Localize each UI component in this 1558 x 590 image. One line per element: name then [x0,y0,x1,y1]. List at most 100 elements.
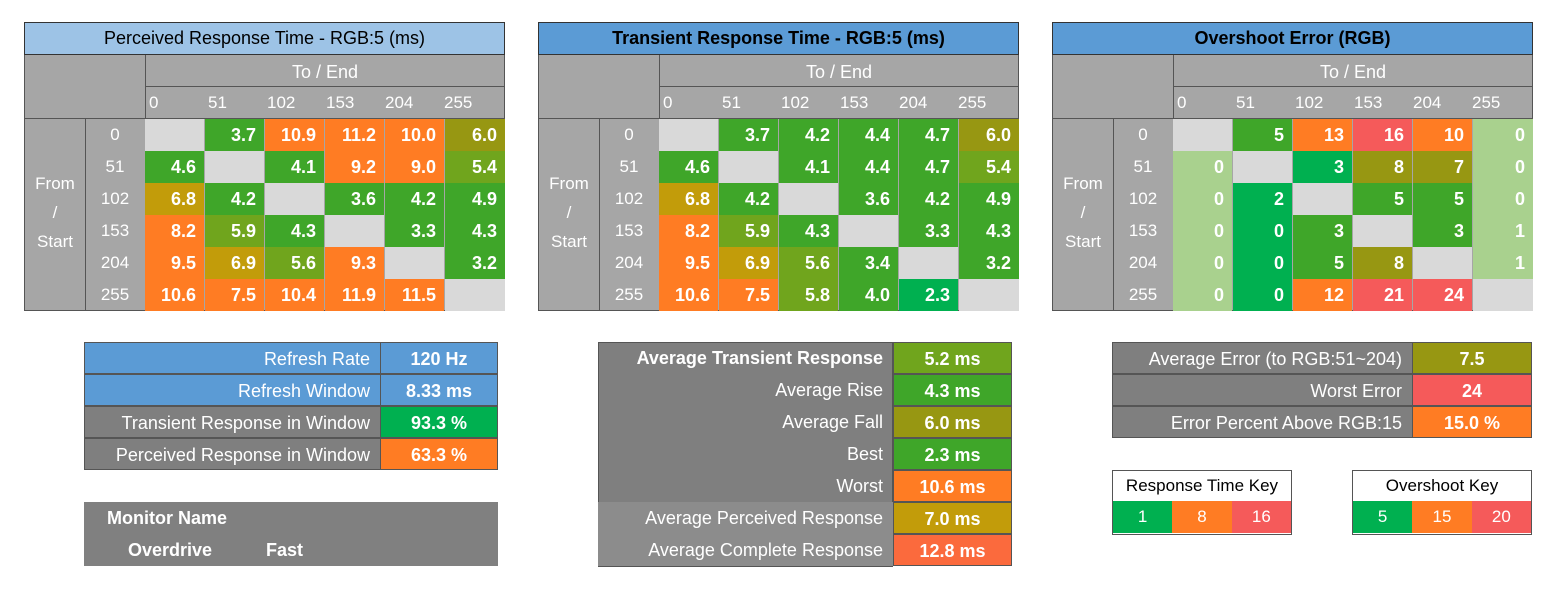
average-value: 7.0 ms [893,502,1012,534]
heatmap-cell: 6.0 [445,119,505,151]
row-tick: 153 [1128,221,1158,240]
refresh-value: 120 Hz [380,342,498,374]
heatmap-cell: 4.0 [839,279,898,311]
header-divider [25,118,505,119]
row-label-divider [1113,119,1114,311]
heatmap-cell [265,183,324,215]
heatmap-cell: 6.9 [205,247,264,279]
heatmap-cell: 5.4 [445,151,505,183]
from-start-part: / [1080,203,1086,222]
average-value: 6.0 ms [893,406,1012,438]
heatmap-cell [1473,279,1533,311]
heatmap-cell: 1 [1473,215,1533,247]
heatmap-cell: 0 [1473,151,1533,183]
column-tick: 102 [781,93,810,112]
error-table: Average Error (to RGB:51~204) 7.5 Worst Er… [1112,342,1532,439]
refresh-label: Refresh Window [84,374,381,406]
column-tick: 153 [840,93,869,112]
error-value: 24 [1412,374,1532,406]
heatmap-cell: 4.2 [205,183,264,215]
key-swatch: 20 [1471,501,1531,533]
row-tick: 255 [1128,285,1158,304]
heatmap-cell: 11.5 [385,279,444,311]
heatmap-cell: 13 [1293,119,1352,151]
row-tick: 51 [1133,157,1153,176]
heatmap-cell: 4.2 [719,183,778,215]
heatmap-cell: 4.3 [445,215,505,247]
average-label: Worst [836,476,883,496]
heatmap-cell: 10.4 [265,279,324,311]
heatmap-cell: 4.9 [959,183,1019,215]
average-label: Average Fall [782,412,883,432]
heatmap-table-1: Perceived Response Time - RGB:5 (ms) To /… [24,22,505,311]
heatmap-cell: 4.7 [899,119,958,151]
average-value: 10.6 ms [893,470,1012,502]
error-label: Average Error (to RGB:51~204) [1112,342,1413,374]
row-tick: 153 [614,221,644,240]
from-start-label: From / Start [25,169,85,256]
average-value: 12.8 ms [893,534,1012,566]
heatmap-cell: 4.1 [779,151,838,183]
refresh-value: 8.33 ms [380,374,498,406]
to-end-header: To / End [1173,57,1533,87]
heatmap-cell: 9.2 [325,151,384,183]
heatmap-cell [1353,215,1412,247]
heatmap-cell: 10.9 [265,119,324,151]
heatmap-cell: 0 [1473,119,1533,151]
refresh-table: Refresh Rate 120 Hz Refresh Window 8.33 ms T… [84,342,498,471]
to-end-header: To / End [659,57,1019,87]
row-tick: 0 [624,125,634,144]
average-label: Best [846,444,883,464]
heatmap-cell [385,247,444,279]
heatmap-cell: 0 [1173,151,1232,183]
row-tick: 204 [614,253,644,272]
column-tick: 0 [663,93,673,112]
heatmap-cell: 0 [1233,247,1292,279]
from-start-label: From / Start [539,169,599,256]
error-value: 15.0 % [1412,406,1532,438]
heatmap-cell: 8.2 [145,215,204,247]
heatmap-cell [1233,151,1292,183]
key-swatch: 5 [1353,501,1413,533]
from-start-part: Start [1065,232,1101,251]
column-tick: 51 [1236,93,1255,112]
heatmap-cell: 4.3 [779,215,838,247]
heatmap-cell: 3.6 [839,183,898,215]
heatmap-cell: 0 [1233,215,1292,247]
average-label: Average Transient Response [636,348,883,368]
heatmap-cell: 9.5 [145,247,204,279]
heatmap-cell: 8 [1353,247,1412,279]
to-end-header: To / End [145,57,505,87]
heatmap-cell: 6.8 [659,183,718,215]
average-label: Average Perceived Response [598,502,893,534]
row-tick: 102 [614,189,644,208]
heatmap-cell: 4.2 [899,183,958,215]
column-divider [145,55,146,119]
column-tick: 204 [385,93,414,112]
heatmap-cell: 4.2 [779,119,838,151]
column-tick: 153 [1354,93,1383,112]
monitor-name-label: Monitor Name [107,508,228,528]
heatmap-cell: 16 [1353,119,1412,151]
table-title: Overshoot Error (RGB) [1052,22,1533,55]
heatmap-cell: 5.8 [779,279,838,311]
refresh-label: Perceived Response in Window [84,438,381,470]
heatmap-cell: 8 [1353,151,1412,183]
average-value: 4.3 ms [893,374,1012,406]
response-time-key: Response Time Key 1 8 16 [1112,470,1292,535]
from-start-part: From [1063,174,1103,193]
row-tick: 0 [110,125,120,144]
heatmap-cell: 2 [1233,183,1292,215]
table-title: Transient Response Time - RGB:5 (ms) [538,22,1019,55]
heatmap-cell: 5.9 [719,215,778,247]
heatmap-cell: 4.1 [265,151,324,183]
average-label: Average Rise [775,380,883,400]
from-start-label: From / Start [1053,169,1113,256]
header-divider [539,118,1019,119]
heatmap-cell [839,215,898,247]
heatmap-cell: 0 [1173,215,1232,247]
column-tick: 51 [722,93,741,112]
heatmap-cell: 2.3 [899,279,958,311]
heatmap-cell: 9.3 [325,247,384,279]
overshoot-key: Overshoot Key 5 15 20 [1352,470,1532,535]
